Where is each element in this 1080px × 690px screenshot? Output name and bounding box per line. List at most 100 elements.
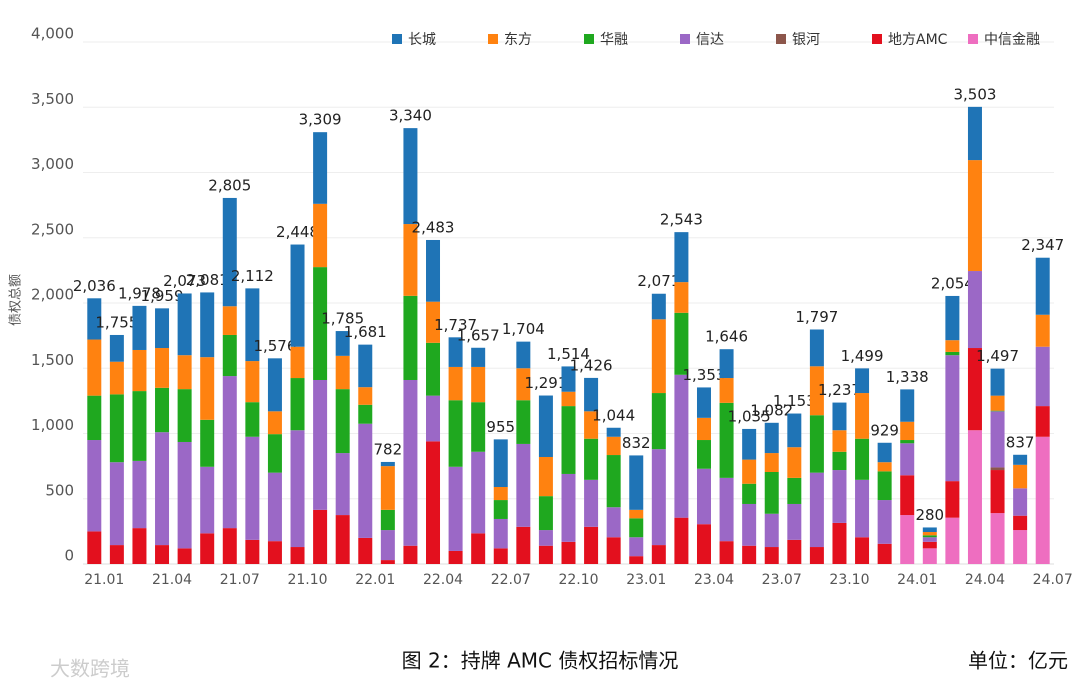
- bar-segment: [606, 455, 621, 508]
- bar-segment: [809, 366, 824, 416]
- bar-segment: [403, 379, 418, 546]
- bar-segment: [809, 415, 824, 473]
- bar-segment: [222, 528, 237, 564]
- x-tick-label: 21.10: [287, 572, 327, 588]
- bar-segment: [1013, 464, 1028, 489]
- total-label: 1,657: [457, 326, 500, 344]
- y-tick-label: 500: [45, 481, 74, 499]
- y-tick-label: 3,500: [31, 90, 74, 108]
- unit: 单位：亿元: [968, 649, 1068, 673]
- bar-segment: [832, 402, 847, 431]
- bar-segment: [606, 427, 621, 437]
- bar-segment: [764, 547, 779, 564]
- bar-segment: [313, 509, 328, 564]
- bar-segment: [967, 160, 982, 272]
- bar-segment: [967, 271, 982, 349]
- bar-segment: [832, 451, 847, 471]
- total-label: 1,737: [434, 316, 477, 334]
- total-label: 3,340: [389, 107, 432, 125]
- bar-segment: [493, 500, 508, 519]
- bar-segment: [742, 428, 757, 460]
- bar-segment: [945, 517, 960, 564]
- bar-segment: [538, 395, 553, 457]
- bar-segment: [290, 244, 305, 347]
- bar-segment: [426, 441, 441, 564]
- x-tick-label: 21.04: [152, 572, 192, 588]
- bar-segment: [945, 355, 960, 482]
- x-tick-label: 23.07: [762, 572, 802, 588]
- bar-segment: [561, 473, 576, 542]
- bar-segment: [245, 288, 260, 362]
- bar-segment: [380, 461, 395, 467]
- bar-segment: [809, 472, 824, 548]
- bar-segment: [877, 500, 892, 544]
- bar-segment: [719, 402, 734, 478]
- bar-segment: [1013, 530, 1028, 564]
- bar-segment: [809, 547, 824, 564]
- bar-segment: [471, 533, 486, 564]
- total-label: 782: [374, 440, 403, 458]
- bar-segment: [448, 550, 463, 564]
- bar-segment: [493, 518, 508, 549]
- bar-segment: [335, 389, 350, 454]
- legend-swatch: [872, 34, 882, 44]
- bar-segment: [132, 460, 147, 529]
- legend-swatch: [488, 34, 498, 44]
- bar-segment: [313, 267, 328, 380]
- bar-segment: [900, 515, 915, 564]
- bar-segment: [696, 468, 711, 525]
- bar-segment: [516, 341, 531, 369]
- bar-segment: [313, 203, 328, 268]
- bar-segment: [945, 295, 960, 341]
- bar-segment: [855, 479, 870, 538]
- total-label: 2,081: [186, 271, 229, 289]
- bar-segment: [267, 411, 282, 435]
- bar-segment: [696, 524, 711, 564]
- bar-segment: [493, 548, 508, 564]
- bar-segment: [629, 556, 644, 564]
- x-tick-label: 22.04: [423, 572, 463, 588]
- bar-segment: [629, 518, 644, 538]
- bar-segment: [403, 224, 418, 296]
- bar-segment: [290, 430, 305, 548]
- total-label: 2,347: [1021, 236, 1064, 254]
- bar-segment: [426, 395, 441, 442]
- y-axis-label: 债权总额: [8, 274, 24, 326]
- x-tick-label: 23.10: [829, 572, 869, 588]
- total-label: 1,514: [547, 345, 590, 363]
- bar-segment: [538, 496, 553, 531]
- bar-segment: [945, 351, 960, 356]
- bar-segment: [358, 423, 373, 538]
- bar-segment: [990, 470, 1005, 514]
- bar-segment: [787, 503, 802, 540]
- total-label: 3,503: [953, 85, 996, 103]
- bar-segment: [516, 443, 531, 527]
- bar-segment: [651, 393, 666, 450]
- bar-segment: [109, 394, 124, 463]
- total-label: 1,978: [118, 284, 161, 302]
- bar-segment: [155, 387, 170, 433]
- x-tick-label: 24.07: [1033, 572, 1073, 588]
- legend-label: 银河: [792, 32, 820, 48]
- bar-segment: [471, 347, 486, 367]
- bar-segment: [629, 455, 644, 510]
- legend-label: 华融: [600, 32, 628, 48]
- bar-segment: [764, 422, 779, 454]
- watermark: 大数跨境: [50, 657, 130, 681]
- bar-segment: [674, 517, 689, 564]
- bar-segment: [832, 430, 847, 452]
- bar-segment: [1013, 515, 1028, 531]
- total-label: 2,054: [931, 274, 974, 292]
- bar-segment: [290, 346, 305, 379]
- bar-segment: [358, 344, 373, 388]
- bar-segment: [742, 503, 757, 546]
- bar-segment: [538, 545, 553, 564]
- bar-segment: [109, 462, 124, 546]
- bar-segment: [222, 306, 237, 335]
- total-label: 832: [622, 434, 651, 452]
- bar-segment: [403, 128, 418, 225]
- bar-segment: [584, 526, 599, 564]
- bar-segment: [132, 349, 147, 392]
- bar-segment: [313, 379, 328, 510]
- total-label: 2,483: [412, 218, 455, 236]
